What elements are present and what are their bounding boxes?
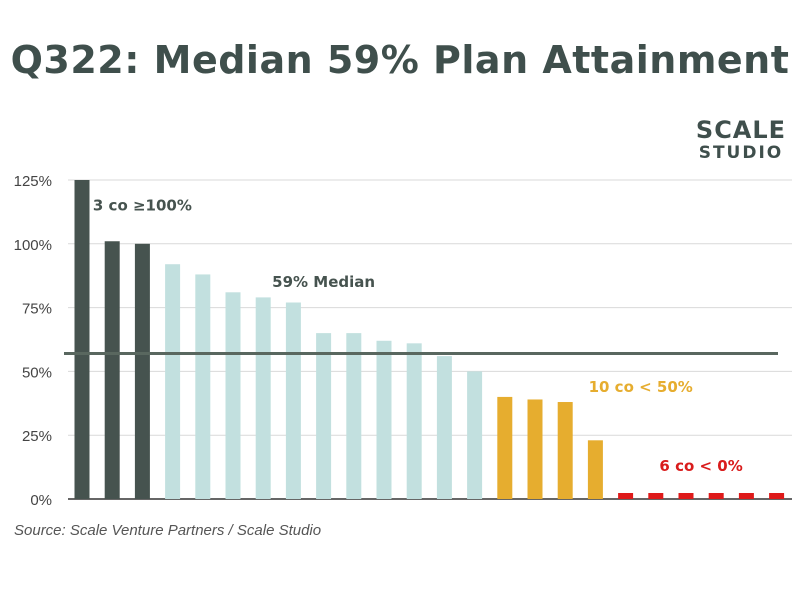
bar [316, 333, 332, 499]
bar-negative-marker [708, 493, 724, 499]
chart-annotation: 59% Median [272, 273, 375, 291]
bar-negative-marker [738, 493, 754, 499]
bar [74, 180, 90, 499]
bar [587, 440, 603, 499]
y-tick-label: 0% [30, 492, 52, 509]
logo-line-2: STUDIO [698, 143, 784, 163]
bar [527, 399, 543, 499]
bar-negative-marker [769, 493, 785, 499]
bar [165, 264, 181, 499]
bar [255, 297, 271, 499]
bar [406, 343, 422, 499]
y-tick-label: 50% [22, 364, 52, 381]
bar-negative-marker [648, 493, 664, 499]
bar [436, 356, 452, 499]
bar [134, 243, 150, 499]
bar [497, 396, 513, 499]
bar [285, 302, 301, 499]
bar [467, 371, 483, 499]
chart-annotation: 6 co < 0% [659, 457, 742, 475]
bar [104, 241, 120, 500]
chart-annotation: 10 co < 50% [589, 378, 693, 396]
y-tick-label: 100% [14, 237, 52, 254]
bar-negative-marker [618, 493, 634, 499]
scale-studio-logo: SCALE STUDIO [686, 118, 796, 162]
y-tick-label: 75% [22, 301, 52, 318]
chart-annotation: 3 co ≥100% [93, 197, 192, 215]
bar [376, 340, 392, 499]
source-note: Source: Scale Venture Partners / Scale S… [14, 522, 322, 539]
y-tick-label: 125% [14, 173, 52, 190]
bar [195, 274, 211, 499]
page-title: Q322: Median 59% Plan Attainment [10, 38, 790, 82]
y-tick-label: 25% [22, 428, 52, 445]
bar-negative-marker [678, 493, 694, 499]
bar [557, 402, 573, 499]
logo-line-1: SCALE [695, 116, 787, 144]
bar [225, 292, 241, 499]
bar [346, 333, 362, 499]
